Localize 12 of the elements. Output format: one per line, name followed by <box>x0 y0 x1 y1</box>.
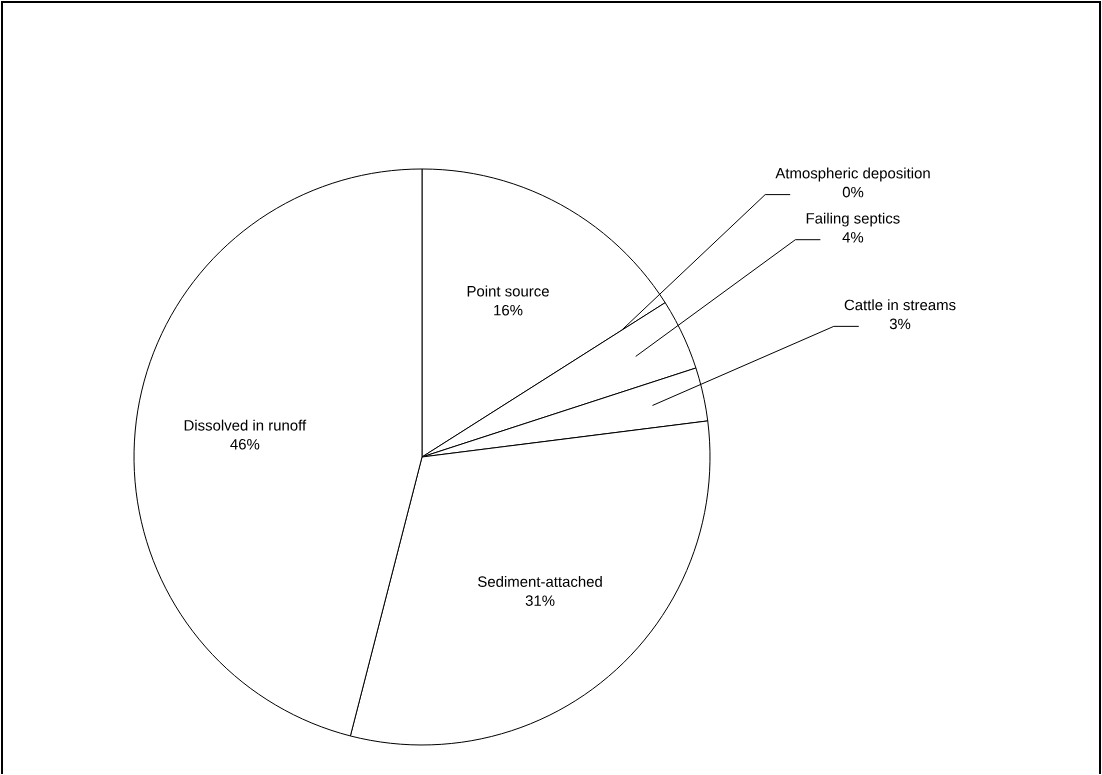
slice-label: Point source <box>467 285 549 297</box>
slice-label: Cattle in streams <box>844 299 956 311</box>
slice-label: Sediment-attached <box>478 575 602 587</box>
data-label: 3% <box>889 318 911 330</box>
data-label: 31% <box>525 595 555 606</box>
slice-label: Failing septics <box>806 212 900 227</box>
data-label: 46% <box>230 438 260 450</box>
category-label: Atmospheric deposition <box>775 167 930 182</box>
text: 0% <box>842 186 864 198</box>
data-label: 4% <box>842 232 864 243</box>
data-label: 16% <box>494 304 523 316</box>
slice-label: Dissolved in runoff <box>184 419 307 431</box>
